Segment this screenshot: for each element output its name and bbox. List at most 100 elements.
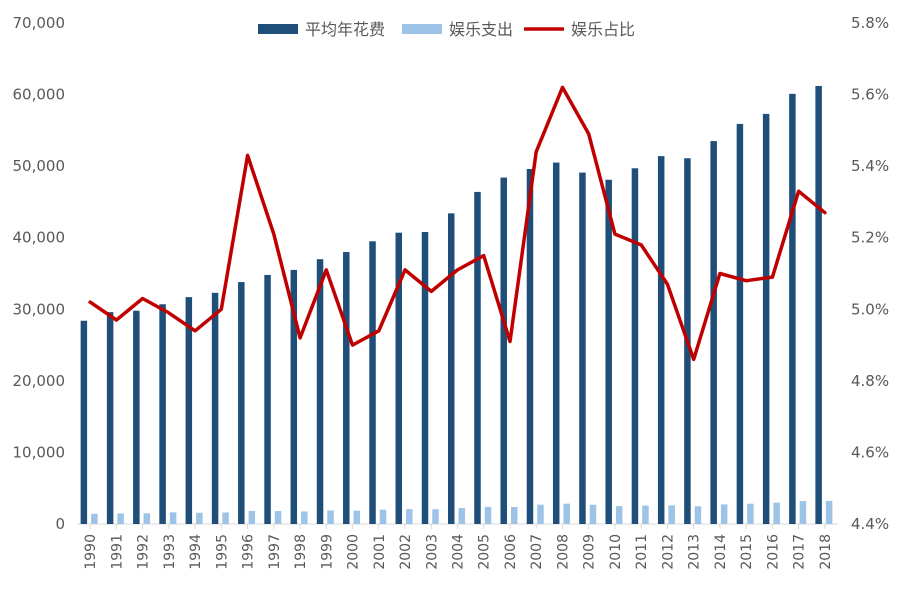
x-tick-label: 2006 (503, 534, 519, 570)
bar-avg-spending (631, 168, 639, 525)
y-right-tick-label: 4.8% (851, 372, 889, 390)
x-tick-label: 1999 (319, 534, 335, 570)
bar-avg-spending (474, 191, 481, 524)
y-left-tick-label: 60,000 (13, 86, 66, 104)
bar-avg-spending (343, 252, 350, 524)
bar-entertainment (563, 503, 570, 524)
bar-avg-spending (579, 172, 586, 524)
bar-entertainment (537, 504, 544, 524)
bar-avg-spending (238, 282, 245, 524)
line-entertainment-share (88, 85, 827, 362)
x-tick-label: 2005 (477, 534, 493, 570)
bar-avg-spending (185, 297, 193, 524)
bar-entertainment (615, 506, 623, 524)
y-left-tick-label: 30,000 (13, 300, 66, 318)
x-tick-label: 1996 (241, 534, 257, 570)
x-tick-label: 1998 (293, 534, 309, 570)
x-tick-label: 1991 (109, 534, 125, 570)
bar-entertainment (432, 509, 439, 524)
x-tick-label: 1994 (188, 534, 204, 570)
bar-avg-spending (264, 274, 271, 524)
bar-avg-spending (736, 123, 744, 524)
bar-avg-spending (421, 231, 429, 524)
x-tick-label: 1990 (83, 534, 99, 570)
bar-entertainment (196, 512, 203, 524)
y-right-tick-label: 5.6% (851, 86, 889, 104)
x-tick-label: 2016 (765, 534, 781, 570)
bar-avg-spending (500, 177, 507, 524)
x-tick-label: 2008 (555, 534, 571, 570)
x-tick-label: 2014 (713, 534, 729, 570)
x-tick-label: 1997 (267, 534, 283, 570)
y-left-tick-label: 10,000 (13, 443, 66, 461)
y-left-tick-label: 70,000 (13, 14, 66, 32)
y-right-tick-label: 5.4% (851, 157, 889, 175)
bar-avg-spending (290, 269, 298, 524)
bar-entertainment (484, 506, 492, 524)
bar-entertainment (458, 508, 465, 524)
x-tick-label: 1992 (136, 534, 152, 570)
bar-entertainment (222, 512, 229, 524)
bar-avg-spending (159, 304, 166, 524)
bar-avg-spending (762, 113, 770, 524)
x-tick-label: 2010 (608, 534, 624, 570)
bar-entertainment (91, 513, 98, 524)
bar-entertainment (589, 504, 597, 524)
bar-entertainment (642, 505, 649, 524)
x-tick-label: 2018 (818, 534, 834, 570)
x-tick-label: 2012 (660, 534, 676, 570)
bar-avg-spending (395, 232, 403, 524)
bar-entertainment (510, 506, 518, 524)
x-tick-label: 2015 (739, 534, 755, 570)
y-left-tick-label: 0 (55, 515, 65, 533)
bar-avg-spending (552, 162, 560, 525)
legend-swatch-entertainment (402, 24, 442, 34)
bar-avg-spending (211, 292, 219, 524)
x-tick-label: 2004 (451, 534, 467, 570)
bar-entertainment (353, 510, 361, 524)
bar-entertainment (406, 509, 413, 524)
bar-avg-spending (526, 169, 534, 524)
x-tick-label: 2011 (634, 534, 650, 570)
bar-entertainment (668, 505, 675, 524)
legend-swatch-avg-spending (258, 24, 298, 34)
bar-avg-spending (710, 141, 717, 525)
bar-avg-spending (80, 320, 88, 524)
bar-entertainment (248, 510, 256, 524)
bar-entertainment (117, 513, 124, 524)
bar-entertainment (143, 513, 151, 524)
legend-label-share: 娱乐占比 (571, 20, 635, 39)
bar-avg-spending (369, 241, 376, 525)
bar-entertainment (747, 503, 754, 524)
y-left-tick-label: 50,000 (13, 157, 66, 175)
x-tick-label: 2002 (398, 534, 414, 570)
bar-avg-spending (106, 312, 114, 524)
bar-entertainment (169, 512, 177, 524)
bar-entertainment (773, 502, 780, 524)
y-right-tick-label: 4.4% (851, 515, 889, 533)
y-right-tick-label: 5.0% (851, 300, 889, 318)
legend-label-entertainment: 娱乐支出 (449, 20, 513, 39)
bar-avg-spending (815, 85, 822, 525)
x-tick-label: 2009 (582, 534, 598, 570)
x-tick-label: 2017 (792, 534, 808, 570)
bar-avg-spending (316, 259, 324, 524)
y-right-tick-label: 5.2% (851, 229, 889, 247)
y-right-tick-label: 5.8% (851, 14, 889, 32)
bar-entertainment (274, 511, 282, 524)
bar-entertainment (720, 504, 728, 524)
bar-avg-spending (657, 156, 665, 524)
bar-entertainment (799, 501, 807, 524)
bar-avg-spending (133, 310, 140, 524)
bar-avg-spending (789, 93, 796, 524)
x-tick-label: 2013 (687, 534, 703, 570)
x-tick-label: 2000 (346, 534, 362, 570)
y-left-tick-label: 40,000 (13, 229, 66, 247)
x-tick-label: 2007 (529, 534, 545, 570)
bar-entertainment (694, 506, 702, 524)
bar-entertainment (825, 500, 833, 524)
bar-avg-spending (605, 179, 612, 524)
bar-entertainment (301, 511, 308, 524)
